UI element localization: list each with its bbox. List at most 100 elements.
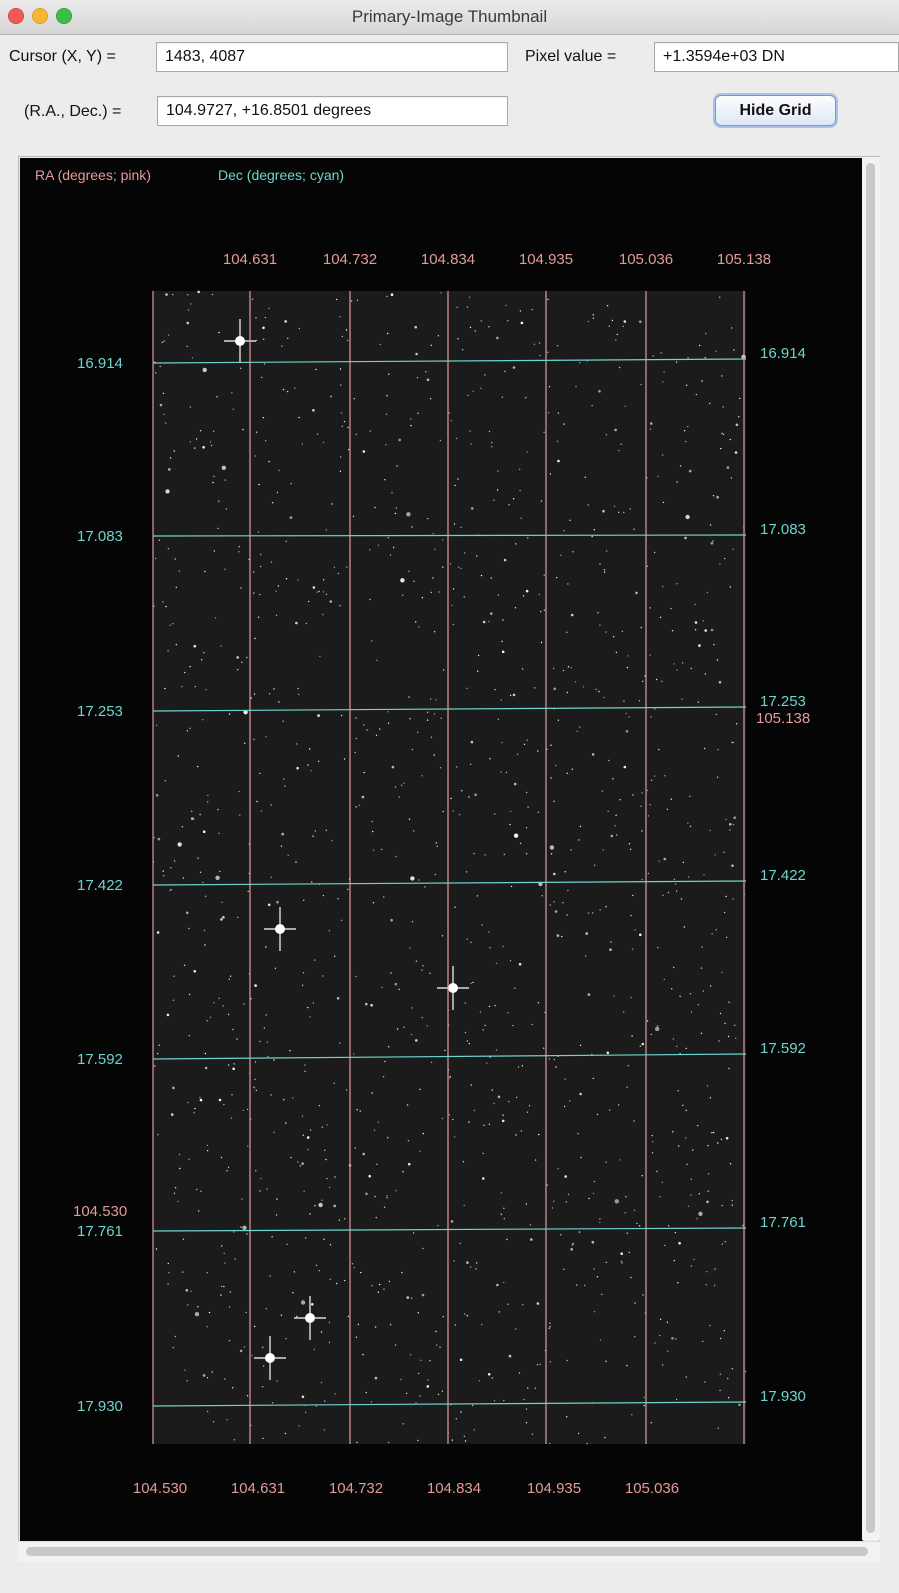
star [579,726,581,728]
star [267,903,271,907]
star [649,428,652,430]
star [270,876,272,878]
star [255,1089,257,1092]
star [352,515,355,518]
star [566,914,568,916]
star [521,1065,524,1067]
star [688,469,692,473]
star [481,924,483,926]
star [625,712,627,715]
star [167,1283,169,1285]
star [690,1178,692,1180]
star [505,304,507,306]
hide-grid-button[interactable]: Hide Grid [715,95,836,126]
star [618,366,621,369]
close-window-button[interactable] [8,8,24,24]
star [250,697,252,699]
star [451,604,453,606]
star [174,1335,176,1338]
pixel-value-field[interactable] [654,42,899,72]
star [175,643,177,646]
star [214,617,217,619]
pixel-value-label: Pixel value = [525,48,617,65]
star [236,1038,238,1040]
star [728,1001,730,1003]
star [350,300,353,302]
star [287,854,289,856]
star [491,1377,493,1379]
star [320,1331,323,1333]
star [709,524,712,526]
star [187,1101,189,1104]
star [333,1082,335,1084]
star [440,717,442,719]
star [625,1196,627,1198]
star [273,1059,275,1061]
star [407,1162,411,1166]
star [704,629,707,632]
star [421,1016,423,1019]
star [295,861,297,863]
star [488,326,490,328]
star [186,345,188,348]
star [224,1378,226,1380]
star [178,1153,181,1156]
vertical-scroll-thumb[interactable] [866,163,875,1533]
star [187,1304,189,1306]
star [312,835,314,837]
star [442,669,445,671]
star [579,825,582,828]
cursor-field[interactable] [156,42,508,72]
star [328,1186,331,1189]
ra-bottom-label: 104.834 [427,1480,481,1497]
star [437,335,440,337]
star [560,1234,562,1236]
star [611,319,614,322]
star [618,449,620,452]
horizontal-scrollbar[interactable] [18,1541,880,1562]
star [526,739,528,741]
star [723,1330,725,1332]
star [312,586,316,589]
star [704,1381,706,1383]
star [430,591,432,594]
coordinate-grid [152,291,747,1444]
star [712,540,714,542]
star [387,1441,390,1444]
star [238,546,240,548]
star [605,434,608,436]
star [502,945,504,948]
radec-field[interactable] [157,96,508,126]
star [736,723,738,725]
star [709,1324,711,1327]
star [227,1064,230,1066]
star [502,619,504,621]
star [598,690,600,693]
zoom-window-button[interactable] [56,8,72,24]
star [453,1260,455,1262]
star [525,397,527,399]
star [605,631,607,633]
star [270,561,273,563]
star [537,1002,540,1004]
star [659,616,662,618]
star [712,495,715,497]
star [220,1285,223,1288]
vertical-scrollbar[interactable] [862,157,880,1540]
minimize-window-button[interactable] [32,8,48,24]
star [639,933,642,937]
star [231,1094,233,1096]
star [276,1380,278,1382]
star [496,336,499,340]
star [325,593,328,596]
star [693,1258,695,1261]
star [720,1138,723,1141]
star [547,351,549,353]
star [252,571,255,573]
thumbnail-plot[interactable]: RA (degrees; pink) Dec (degrees; cyan) 1… [20,158,863,1541]
star [729,586,731,588]
star [351,1263,354,1265]
star [283,1099,285,1101]
star [164,687,166,690]
horizontal-scroll-thumb[interactable] [26,1547,868,1556]
